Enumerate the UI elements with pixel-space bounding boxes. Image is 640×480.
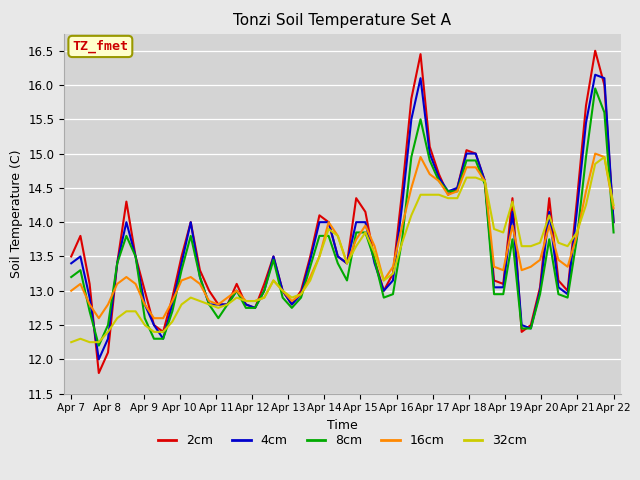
32cm xyxy=(252,298,259,304)
16cm xyxy=(417,154,424,160)
16cm xyxy=(591,151,599,156)
32cm xyxy=(610,202,618,208)
2cm xyxy=(610,219,618,225)
4cm xyxy=(260,288,268,294)
Line: 16cm: 16cm xyxy=(71,154,614,318)
32cm xyxy=(205,301,213,307)
32cm xyxy=(600,154,608,160)
Line: 8cm: 8cm xyxy=(71,88,614,346)
Y-axis label: Soil Temperature (C): Soil Temperature (C) xyxy=(10,149,22,278)
2cm xyxy=(260,281,268,287)
8cm xyxy=(233,288,241,294)
Text: TZ_fmet: TZ_fmet xyxy=(72,40,129,53)
8cm xyxy=(252,305,259,311)
2cm xyxy=(168,295,176,300)
4cm xyxy=(214,301,222,307)
16cm xyxy=(252,298,259,304)
8cm xyxy=(610,229,618,235)
32cm xyxy=(67,339,75,345)
4cm xyxy=(67,261,75,266)
2cm xyxy=(591,48,599,54)
4cm xyxy=(233,288,241,294)
16cm xyxy=(610,205,618,211)
16cm xyxy=(233,288,241,294)
16cm xyxy=(260,295,268,300)
8cm xyxy=(260,288,268,294)
Line: 4cm: 4cm xyxy=(71,75,614,360)
4cm xyxy=(252,305,259,311)
2cm xyxy=(95,370,102,376)
16cm xyxy=(95,315,102,321)
8cm xyxy=(67,274,75,280)
Line: 2cm: 2cm xyxy=(71,51,614,373)
2cm xyxy=(67,253,75,259)
8cm xyxy=(214,315,222,321)
4cm xyxy=(95,357,102,362)
16cm xyxy=(67,288,75,294)
Line: 32cm: 32cm xyxy=(71,157,614,342)
4cm xyxy=(610,219,618,225)
8cm xyxy=(591,85,599,91)
2cm xyxy=(252,305,259,311)
X-axis label: Time: Time xyxy=(327,419,358,432)
32cm xyxy=(159,329,167,335)
32cm xyxy=(408,213,415,218)
4cm xyxy=(417,75,424,81)
16cm xyxy=(168,298,176,304)
Title: Tonzi Soil Temperature Set A: Tonzi Soil Temperature Set A xyxy=(234,13,451,28)
8cm xyxy=(168,309,176,314)
8cm xyxy=(417,117,424,122)
16cm xyxy=(214,301,222,307)
32cm xyxy=(223,301,231,307)
Legend: 2cm, 4cm, 8cm, 16cm, 32cm: 2cm, 4cm, 8cm, 16cm, 32cm xyxy=(152,429,532,452)
2cm xyxy=(417,51,424,57)
2cm xyxy=(214,301,222,307)
4cm xyxy=(591,72,599,78)
8cm xyxy=(95,343,102,348)
32cm xyxy=(242,298,250,304)
4cm xyxy=(168,301,176,307)
2cm xyxy=(233,281,241,287)
